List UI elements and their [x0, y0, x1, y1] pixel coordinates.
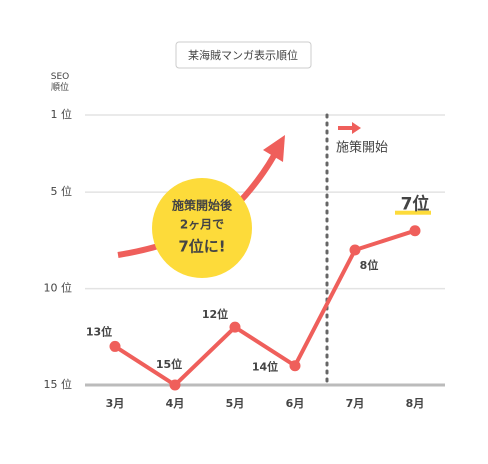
legend-box	[175, 41, 312, 69]
x-tick-label: 7月	[346, 397, 365, 410]
callout-text: 施策開始後	[172, 198, 233, 213]
value-label: 13位	[86, 324, 112, 338]
callout-text: 2ヶ月で	[180, 218, 224, 232]
point	[169, 379, 181, 391]
y-tick-label: 1 位	[51, 107, 73, 121]
point	[289, 360, 301, 372]
trend-arrowhead	[263, 135, 285, 162]
start-label: 施策開始	[336, 140, 388, 156]
x-tick-label: 8月	[406, 397, 425, 410]
value-label: 15位	[156, 357, 182, 371]
point	[229, 321, 241, 333]
x-tick-label: 6月	[286, 397, 305, 410]
x-tick-label: 5月	[226, 397, 245, 410]
callout-text: 7位に!	[178, 238, 225, 256]
x-tick-label: 3月	[106, 397, 125, 410]
value-label: 14位	[252, 360, 278, 374]
value-label: 7位	[401, 194, 430, 215]
y-tick-label: 5 位	[51, 184, 73, 198]
y-tick-label: 10 位	[44, 281, 73, 295]
value-label: 8位	[360, 258, 379, 272]
legend-label: 某海賊マンガ表示順位	[188, 48, 298, 62]
point	[409, 225, 421, 237]
point	[109, 340, 121, 352]
y-tick-label: 15 位	[44, 377, 73, 391]
line	[113, 228, 416, 387]
x-tick-label: 4月	[166, 397, 185, 410]
y-axis-label: SEO 順位	[51, 72, 69, 93]
start-arrowhead	[352, 122, 361, 134]
value-label: 12位	[202, 307, 228, 321]
grid	[85, 114, 445, 387]
label-underline	[395, 210, 431, 215]
point	[349, 244, 361, 256]
callout-circle	[152, 178, 252, 278]
